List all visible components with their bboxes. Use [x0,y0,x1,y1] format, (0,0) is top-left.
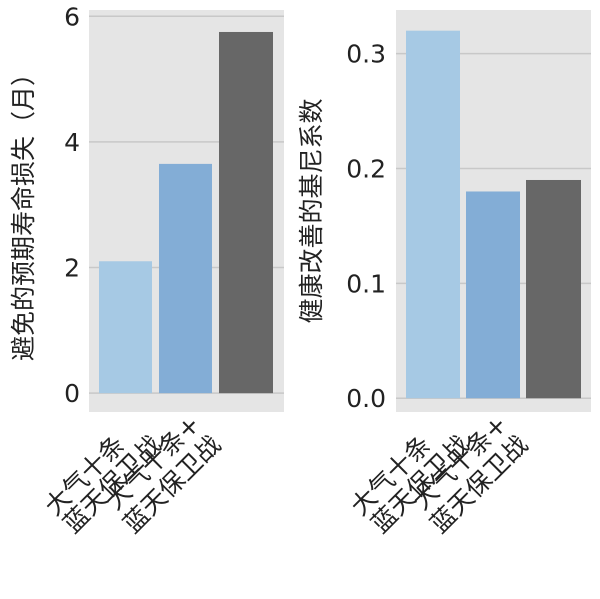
y-tick-label: 0.0 [346,384,386,413]
bar-2 [466,191,520,399]
bar-3 [219,31,273,394]
y-tick-label: 2 [64,254,80,283]
bar-2 [159,163,212,394]
y-tick-label: 0 [64,379,80,408]
bar-1 [99,261,152,394]
y-tick-label: 4 [64,128,80,157]
y-axis-label: 健康改善的基尼系数 [297,98,326,323]
y-tick-label: 0.3 [346,40,386,69]
y-tick-label: 0.2 [346,155,386,184]
bar-3 [526,179,581,399]
y-tick-label: 0.1 [346,269,386,298]
bar-1 [406,30,460,399]
y-tick-label: 6 [64,2,80,31]
y-axis-label: 避免的预期寿命损失（月） [9,61,38,361]
